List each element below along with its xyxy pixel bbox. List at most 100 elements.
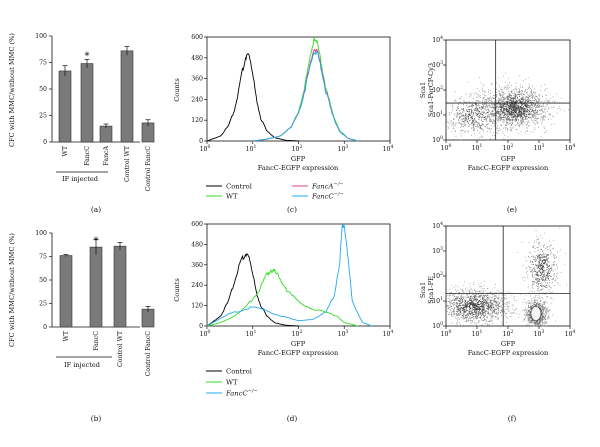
- event-dot: [490, 292, 492, 294]
- event-dot: [495, 295, 497, 297]
- event-dot: [486, 316, 488, 318]
- event-dot: [488, 89, 489, 91]
- event-dot: [480, 112, 482, 114]
- event-dot: [497, 106, 499, 108]
- event-dot: [544, 319, 546, 321]
- event-dot: [542, 117, 544, 119]
- event-dot: [494, 301, 496, 303]
- event-dot: [460, 295, 462, 297]
- event-dot: [520, 122, 522, 124]
- event-dot: [547, 254, 549, 256]
- event-dot: [490, 113, 491, 115]
- event-dot: [546, 110, 548, 112]
- event-dot: [451, 315, 453, 317]
- event-dot: [553, 276, 555, 278]
- event-dot: [537, 281, 539, 282]
- event-dot: [469, 95, 471, 97]
- event-dot: [493, 301, 494, 303]
- event-dot: [546, 254, 548, 256]
- event-dot: [478, 90, 480, 92]
- event-dot: [492, 311, 494, 313]
- event-dot: [503, 110, 505, 111]
- event-dot: [447, 307, 449, 309]
- event-dot: [538, 306, 540, 307]
- event-dot: [534, 110, 536, 111]
- event-dot: [482, 313, 484, 314]
- event-dot: [470, 311, 472, 313]
- event-dot: [502, 111, 504, 113]
- event-dot: [488, 91, 489, 93]
- event-dot: [537, 271, 538, 273]
- event-dot: [492, 109, 494, 111]
- event-dot: [454, 130, 456, 131]
- event-dot: [532, 319, 533, 320]
- histogram-fancc: [252, 50, 359, 142]
- event-dot: [503, 119, 505, 121]
- event-dot: [464, 299, 466, 301]
- event-dot: [521, 99, 522, 100]
- event-dot: [475, 310, 477, 312]
- event-dot: [545, 322, 547, 324]
- event-dot: [556, 256, 557, 258]
- event-dot: [542, 120, 544, 121]
- event-dot: [530, 266, 532, 268]
- event-dot: [498, 305, 499, 307]
- event-dot: [458, 308, 460, 310]
- event-dot: [519, 107, 521, 109]
- event-dot: [501, 113, 503, 115]
- event-dot: [513, 296, 515, 297]
- event-dot: [541, 274, 543, 276]
- event-dot: [549, 245, 551, 246]
- event-dot: [527, 130, 528, 132]
- event-dot: [500, 113, 502, 115]
- event-dot: [475, 97, 477, 98]
- event-dot: [523, 314, 525, 316]
- event-dot: [538, 305, 540, 307]
- event-dot: [502, 112, 504, 114]
- event-dot: [530, 317, 531, 318]
- event-dot: [480, 127, 482, 129]
- event-dot: [493, 125, 495, 127]
- panel-d-xtick-label: 102: [292, 329, 303, 338]
- event-dot: [484, 311, 486, 312]
- event-dot: [537, 113, 539, 115]
- event-dot: [466, 302, 468, 304]
- event-dot: [518, 111, 520, 113]
- event-dot: [456, 310, 458, 312]
- event-dot: [531, 110, 533, 112]
- panel-e: Sca1 Sca1-PerCP-Cy3 100 101 102 103 104 …: [419, 35, 575, 214]
- event-dot: [554, 101, 556, 102]
- event-dot: [498, 99, 500, 101]
- event-dot: [500, 88, 502, 90]
- event-dot: [526, 123, 528, 125]
- event-dot: [543, 286, 545, 287]
- event-dot: [478, 308, 480, 310]
- event-dot: [487, 100, 489, 102]
- event-dot: [503, 87, 505, 89]
- event-dot: [542, 268, 543, 270]
- event-dot: [535, 109, 536, 111]
- event-dot: [527, 277, 529, 278]
- category-label: WT: [63, 330, 70, 341]
- svg-text:102: 102: [503, 143, 514, 152]
- event-dot: [499, 302, 501, 304]
- event-dot: [538, 261, 540, 263]
- event-dot: [529, 87, 531, 89]
- event-dot: [489, 98, 490, 100]
- event-dot: [486, 117, 488, 119]
- event-dot: [529, 105, 531, 107]
- event-dot: [487, 112, 488, 113]
- event-dot: [508, 101, 510, 103]
- event-dot: [535, 274, 537, 276]
- event-dot: [459, 307, 461, 309]
- event-dot: [536, 265, 538, 267]
- event-dot: [528, 114, 530, 115]
- event-dot: [473, 93, 475, 95]
- event-dot: [476, 306, 478, 307]
- event-dot: [543, 116, 545, 118]
- panel-a: CFC with MMC/without MMC (%) 0 25 50 75 …: [8, 33, 140, 214]
- event-dot: [470, 288, 472, 290]
- event-dot: [538, 283, 539, 285]
- event-dot: [546, 100, 548, 102]
- event-dot: [550, 297, 552, 299]
